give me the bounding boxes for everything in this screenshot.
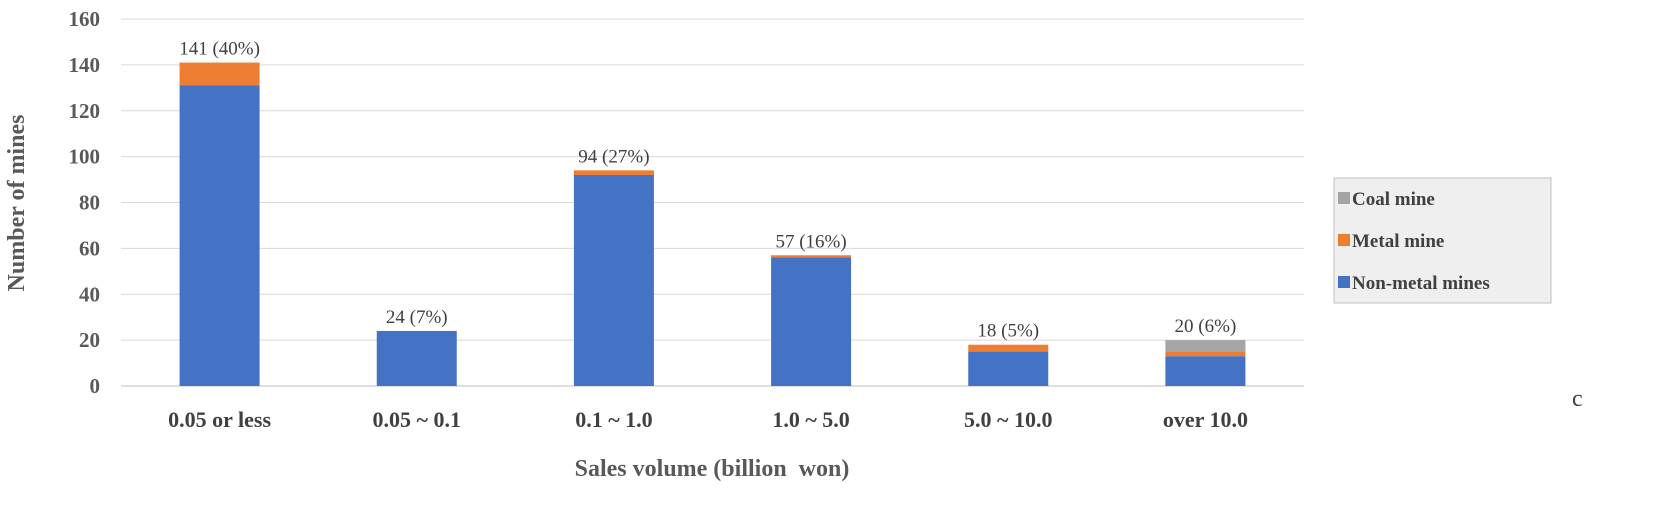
bar-non-metal-mines	[376, 330, 457, 386]
x-tick-label: 0.05 ~ 0.1	[373, 407, 461, 432]
bar-metal-mine	[1165, 351, 1246, 357]
data-labels: 141 (40%) 24 (7%) 94 (27%) 57 (16%) 18 (5%) 2…	[179, 39, 1236, 342]
y-tick-label: 140	[69, 53, 101, 77]
data-label: 24 (7%)	[386, 307, 448, 328]
legend-swatch	[1338, 234, 1350, 246]
y-tick-label: 80	[79, 191, 100, 215]
bar-non-metal-mines	[771, 257, 852, 386]
legend-label: Non-metal mines	[1352, 273, 1490, 294]
legend-label: Metal mine	[1352, 231, 1444, 252]
bar-metal-mine	[771, 255, 852, 258]
data-label: 20 (6%)	[1175, 316, 1237, 337]
y-axis-title: Number of mines	[4, 115, 30, 292]
bars	[179, 62, 1246, 387]
data-label: 18 (5%)	[977, 321, 1039, 342]
bar-metal-mine	[968, 344, 1049, 352]
bar-non-metal-mines	[968, 351, 1049, 386]
bar-non-metal-mines	[573, 174, 654, 386]
y-tick-label: 60	[79, 236, 100, 260]
y-tick-label: 0	[90, 374, 101, 398]
x-tick-label: 0.1 ~ 1.0	[575, 407, 652, 432]
bar-metal-mine	[179, 62, 260, 86]
data-label: 94 (27%)	[578, 146, 649, 167]
bar-metal-mine	[573, 170, 654, 175]
y-tick-label: 160	[69, 7, 101, 31]
legend: Coal mine Metal mine Non-metal mines	[1333, 177, 1552, 304]
stray-letter: c	[1572, 386, 1583, 412]
legend-swatch	[1338, 276, 1350, 288]
gridlines	[121, 18, 1304, 387]
data-label: 141 (40%)	[179, 39, 260, 60]
y-tick-label: 100	[69, 145, 101, 169]
y-tick-label: 20	[79, 328, 100, 352]
bar-non-metal-mines	[179, 85, 260, 387]
bar-coal-mine	[1165, 340, 1246, 352]
x-tick-label: 1.0 ~ 5.0	[772, 407, 849, 432]
legend-label: Coal mine	[1352, 189, 1435, 210]
y-tick-label: 120	[69, 99, 101, 123]
x-tick-label: over 10.0	[1163, 407, 1248, 432]
x-axis-title: Sales volume (billion won)	[575, 456, 850, 482]
data-label: 57 (16%)	[775, 231, 846, 252]
x-tick-label: 5.0 ~ 10.0	[964, 407, 1052, 432]
legend-box	[1333, 177, 1552, 304]
x-tick-label: 0.05 or less	[168, 407, 271, 432]
legend-swatch	[1338, 192, 1350, 204]
y-axis-ticks: 0 20 40 60 80 100 120 140 160	[69, 7, 101, 398]
x-axis-ticks: 0.05 or less 0.05 ~ 0.1 0.1 ~ 1.0 1.0 ~ 5.0…	[168, 407, 1248, 432]
bar-non-metal-mines	[1165, 356, 1246, 386]
y-tick-label: 40	[79, 282, 100, 306]
